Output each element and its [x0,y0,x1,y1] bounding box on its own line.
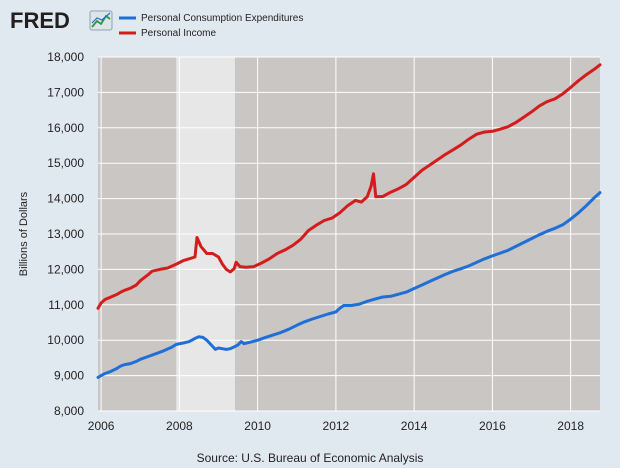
y-tick-label: 15,000 [47,156,84,170]
x-tick-label: 2010 [244,419,271,433]
y-tick-label: 18,000 [47,50,84,64]
y-tick-label: 10,000 [47,333,84,347]
x-tick-label: 2012 [323,419,350,433]
fred-logo-text: FRED [10,8,70,33]
y-tick-label: 12,000 [47,262,84,276]
source-note: Source: U.S. Bureau of Economic Analysis [197,451,424,465]
y-tick-label: 8,000 [54,404,84,418]
series-line-income[interactable] [96,63,602,310]
y-tick-label: 11,000 [48,298,84,312]
x-tick-label: 2018 [557,419,584,433]
series-lines [96,63,602,379]
fred-graph-icon [89,10,113,31]
x-tick-label: 2014 [401,419,428,433]
legend-item-pce[interactable]: Personal Consumption Expenditures [119,13,303,24]
y-tick-label: 16,000 [47,121,84,135]
y-axis-title: Billions of Dollars [18,191,30,276]
y-tick-label: 9,000 [54,369,84,383]
x-tick-label: 2006 [88,419,115,433]
y-axis-tick-labels: 8,000 9,000 10,000 11,000 12,000 13,000 14,000… [47,50,84,418]
x-axis-tick-labels: 2006 2008 2010 2012 2014 2016 2018 [88,419,585,433]
grid-lines [98,56,600,412]
y-tick-label: 14,000 [47,192,84,206]
x-tick-label: 2008 [166,419,193,433]
y-tick-label: 13,000 [47,227,84,241]
plot-area [96,56,602,412]
legend: Personal Consumption Expenditures Person… [119,13,303,39]
y-tick-label: 17,000 [47,85,84,99]
series-line-pce[interactable] [96,191,602,379]
legend-label-income: Personal Income [141,28,216,39]
legend-item-income[interactable]: Personal Income [119,28,216,39]
fred-logo[interactable]: FRED [10,8,113,33]
legend-label-pce: Personal Consumption Expenditures [141,13,303,24]
x-tick-label: 2016 [479,419,506,433]
